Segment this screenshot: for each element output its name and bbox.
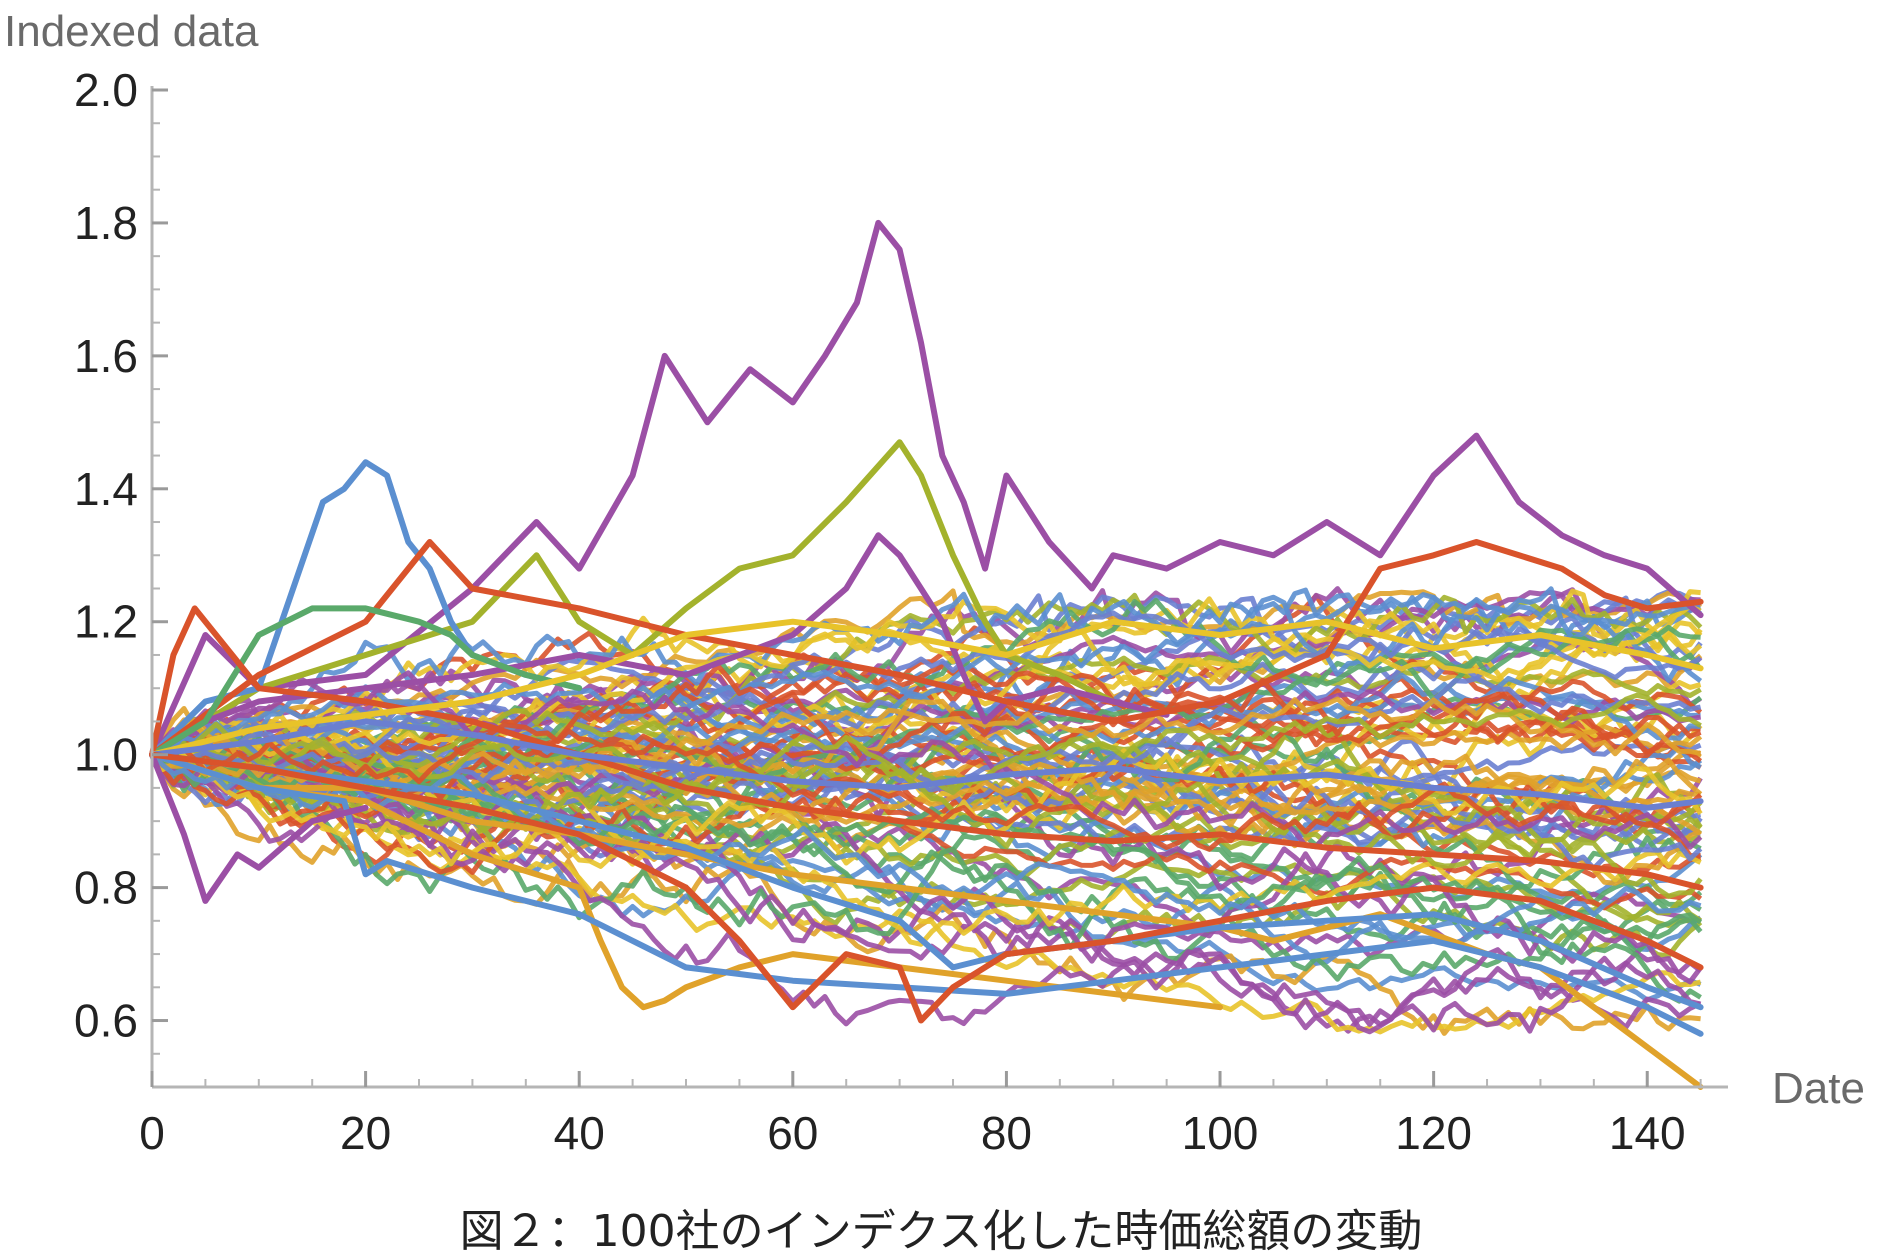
series-line-8	[149, 751, 1223, 1011]
x-tick-label: 20	[340, 1107, 391, 1159]
x-axis-title: Date	[1772, 1064, 1865, 1113]
y-tick-label: 1.8	[74, 197, 138, 249]
y-tick-label: 0.6	[74, 995, 138, 1047]
y-tick-label: 1.6	[74, 330, 138, 382]
series-line	[151, 751, 1702, 1035]
axes-group: 0.6 0.8 1.0 1.2 1.4 1.6 1.8 2.0 0 20 40 60 80 100 120 1…	[74, 64, 1728, 1159]
series-line	[150, 670, 1703, 850]
series-line	[151, 749, 1702, 1004]
series-line-5	[149, 539, 1704, 758]
x-tick-label: 140	[1609, 1107, 1686, 1159]
x-tick-label: 120	[1395, 1107, 1472, 1159]
line-chart-svg: 0.6 0.8 1.0 1.2 1.4 1.6 1.8 2.0 0 20 40 60 80 100 120 1…	[4, 7, 1865, 1159]
series-line-11	[149, 605, 1704, 891]
series-line-6	[149, 605, 583, 758]
series-line-14	[149, 751, 1704, 1011]
series-line-13	[149, 718, 1704, 811]
x-tick-label: 60	[767, 1107, 818, 1159]
series-line	[149, 753, 1702, 1034]
y-tick-label: 2.0	[74, 64, 138, 116]
series-line	[149, 748, 1703, 869]
series-band-group	[149, 586, 1703, 1036]
series-line-9	[149, 751, 1704, 1037]
x-tick-label: 100	[1182, 1107, 1259, 1159]
series-line-12	[149, 618, 1704, 758]
y-axis-title: Indexed data	[4, 7, 259, 56]
series-line-1	[149, 219, 1704, 758]
y-tick-label: 0.8	[74, 862, 138, 914]
series-line	[150, 628, 1703, 831]
series-line	[151, 722, 1703, 852]
series-line-15	[149, 751, 1704, 1024]
series-line	[151, 675, 1702, 794]
series-line-4	[149, 532, 1170, 758]
y-tick-label: 1.2	[74, 596, 138, 648]
series-line	[150, 663, 1702, 827]
series-line	[150, 592, 1702, 757]
series-line	[150, 696, 1702, 785]
x-tick-label: 0	[139, 1107, 165, 1159]
series-line-10	[149, 751, 369, 904]
x-tick-label: 40	[554, 1107, 605, 1159]
y-tick-label: 1.4	[74, 463, 138, 515]
series-group	[149, 219, 1704, 1090]
y-tick-label: 1.0	[74, 729, 138, 781]
series-line	[151, 603, 1702, 761]
figure-caption: 図２：100社のインデクス化した時価総額の変動	[459, 1206, 1423, 1257]
series-line	[151, 692, 1702, 796]
series-line	[151, 732, 1702, 1034]
series-line	[151, 610, 1702, 758]
x-tick-label: 80	[981, 1107, 1032, 1159]
